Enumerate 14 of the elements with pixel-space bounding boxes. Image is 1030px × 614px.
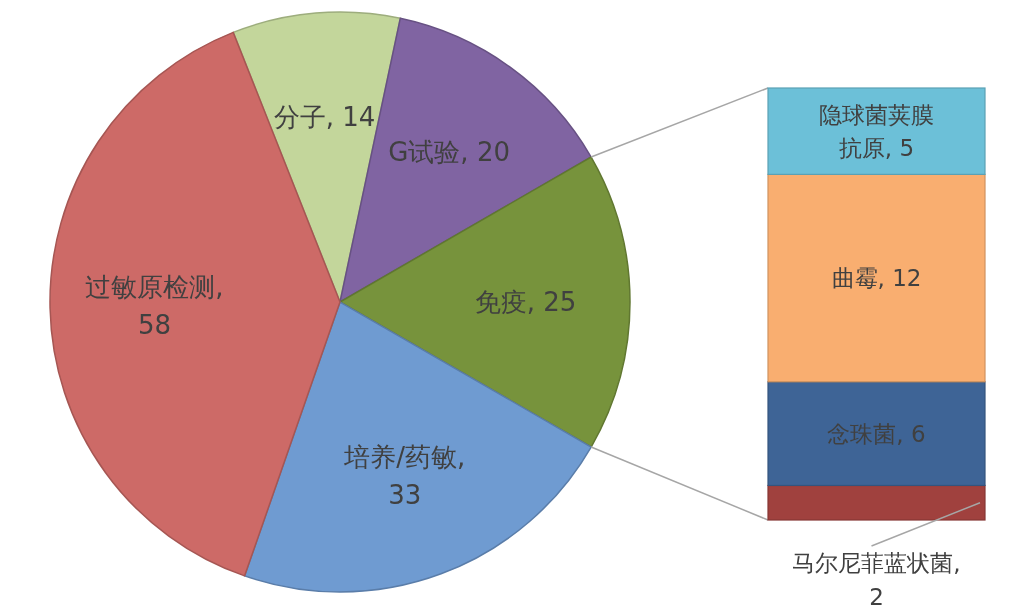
data-label: 培养/药敏, 33 xyxy=(343,442,466,510)
bar xyxy=(767,173,986,383)
pie-slice xyxy=(49,31,341,577)
data-label: 过敏原检测, 58 xyxy=(85,272,224,340)
data-label: 免疫, 25 xyxy=(474,287,577,317)
data-label: G试验, 20 xyxy=(388,136,510,167)
bar xyxy=(767,484,986,521)
data-label: 马尔尼菲蓝状菌, 2 xyxy=(792,550,961,610)
data-label: 隐球菌荚膜抗原, 5 xyxy=(819,101,934,161)
data-label: 分子, 14 xyxy=(273,102,376,133)
bar xyxy=(767,381,986,487)
data-label: 念珠菌, 6 xyxy=(827,420,926,447)
bar xyxy=(767,87,986,175)
data-label: 曲霉, 12 xyxy=(831,265,922,292)
